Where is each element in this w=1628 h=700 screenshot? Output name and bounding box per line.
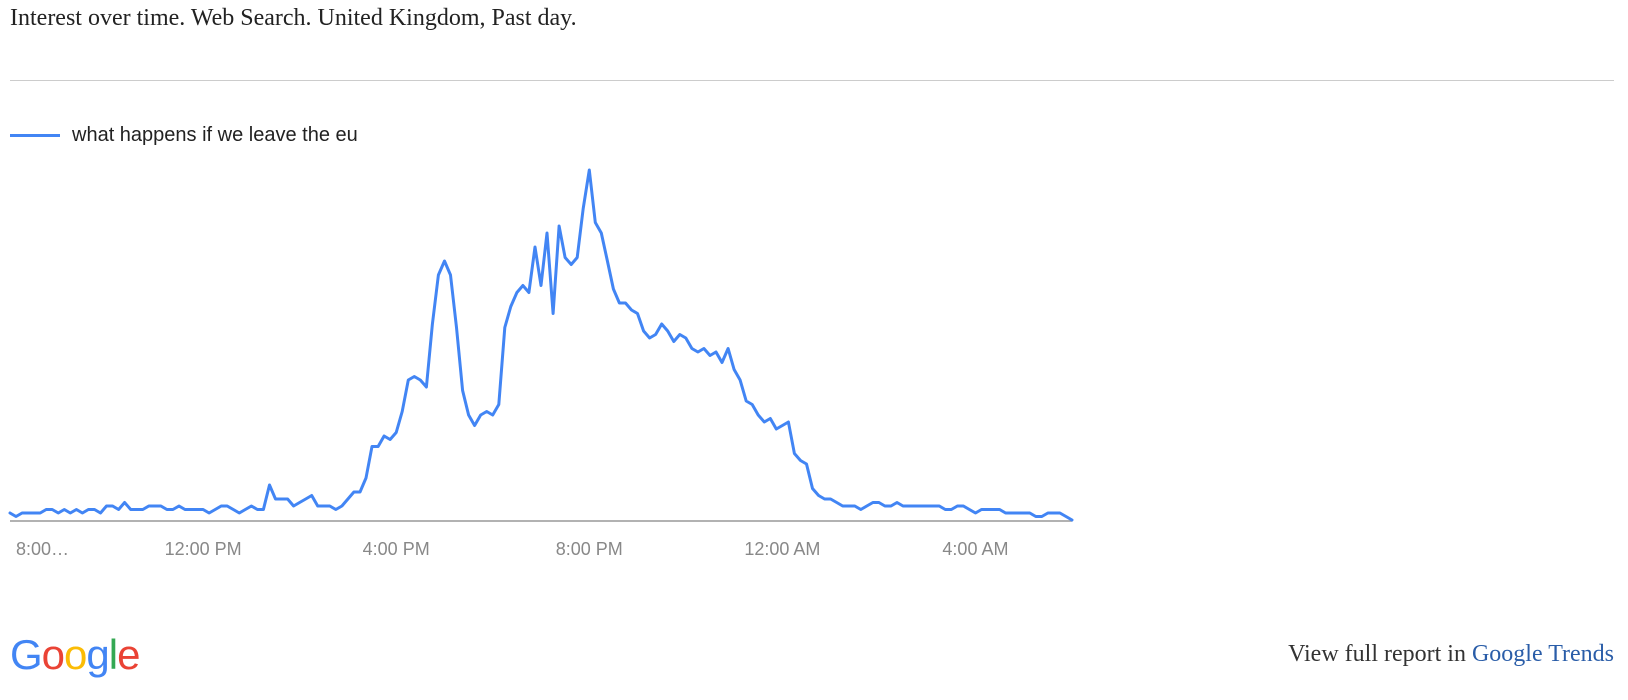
x-tick-label: 12:00 PM <box>165 539 242 559</box>
view-report: View full report in Google Trends <box>1288 638 1614 670</box>
google-logo-letter: g <box>86 631 109 678</box>
x-tick-label: 8:00… <box>16 539 69 559</box>
google-logo[interactable]: Google <box>10 630 140 680</box>
series-line-what-happens-if-we-leave-the-eu <box>8 168 1074 522</box>
chart-legend: what happens if we leave the eu <box>10 120 358 150</box>
legend-label: what happens if we leave the eu <box>72 123 358 146</box>
google-trends-link[interactable]: Google Trends <box>1471 641 1614 667</box>
google-logo-letter: G <box>10 631 43 678</box>
x-tick-label: 4:00 AM <box>942 539 1008 559</box>
google-logo-letter: o <box>41 631 65 678</box>
google-logo-letter: o <box>64 631 87 678</box>
x-axis-ticks: 8:00… 12:00 PM 4:00 PM 8:00 PM 12:00 AM 4:00 … <box>16 539 1008 559</box>
x-tick-label: 12:00 AM <box>744 539 820 559</box>
view-report-prefix: View full report in <box>1288 641 1466 667</box>
x-tick-label: 4:00 PM <box>363 539 430 559</box>
header-divider <box>10 80 1614 81</box>
page-title: Interest over time. Web Search. United K… <box>10 5 577 31</box>
google-logo-letter: l <box>108 631 118 678</box>
google-logo-letter: e <box>117 631 140 678</box>
x-tick-label: 8:00 PM <box>556 539 623 559</box>
series-layer <box>8 168 1074 522</box>
legend-swatch <box>10 133 60 137</box>
